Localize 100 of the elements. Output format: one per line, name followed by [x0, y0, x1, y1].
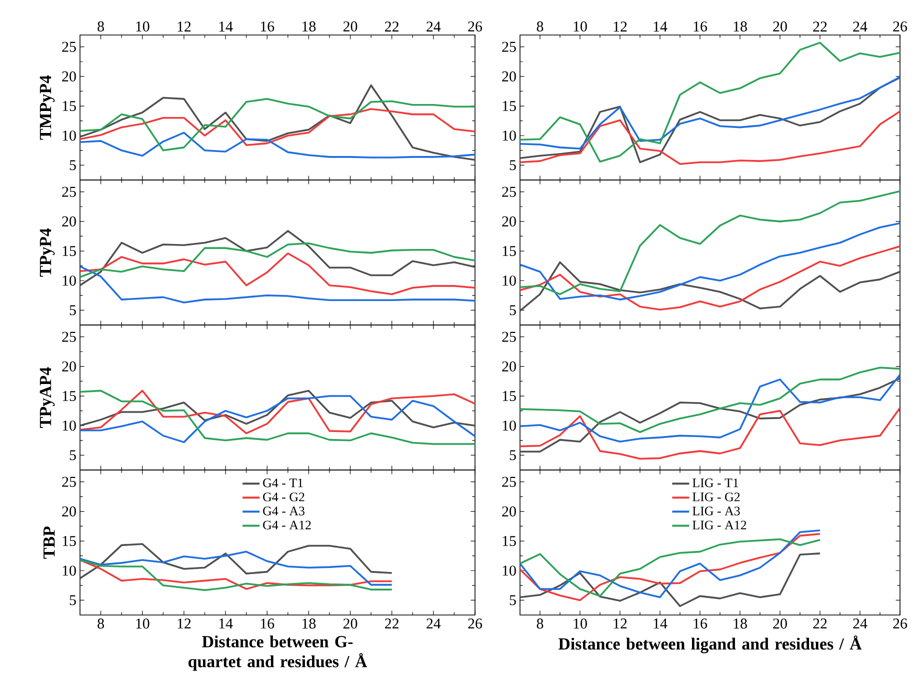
y-tick-label: 20 [62, 361, 76, 372]
x-tick-label: 12 [178, 22, 191, 32]
line-series [80, 550, 393, 586]
legend-label: LIG - G2 [692, 492, 740, 502]
y-tick-label: 20 [502, 361, 516, 372]
x-tick-label: 20 [773, 618, 787, 629]
y-tick-label: 10 [502, 276, 516, 286]
line-series [520, 42, 900, 163]
y-tick-label: 25 [502, 476, 516, 487]
x-tick-label: 8 [536, 618, 544, 629]
line-series [80, 84, 476, 161]
y-tick-label: 15 [62, 246, 76, 256]
y-tick-label: 25 [502, 42, 516, 52]
x-tick-label: 22 [385, 22, 398, 32]
legend-label: LIG - A12 [692, 520, 746, 530]
x-tick-label: 24 [426, 22, 441, 32]
line-series [80, 98, 476, 152]
y-tick-label: 20 [62, 506, 76, 516]
x-tick-label: 10 [136, 21, 150, 32]
y-tick-label: 25 [62, 476, 76, 487]
x-tick-label: 16 [694, 618, 708, 629]
y-tick-label: 10 [502, 566, 516, 576]
line-series [520, 190, 900, 296]
y-tick-label: 20 [502, 506, 516, 516]
x-axis-title: Distance between G-quartet and residues / Å [188, 635, 368, 671]
x-tick-label: 8 [536, 21, 544, 32]
x-tick-label: 24 [426, 618, 441, 628]
x-tick-label: 14 [654, 618, 668, 628]
y-tick-label: 15 [502, 391, 516, 402]
line-series [520, 222, 900, 300]
y-tick-label: 20 [502, 216, 516, 226]
y-tick-label: 5 [70, 305, 76, 316]
y-tick-label: 5 [510, 160, 516, 170]
y-axis-title: TPyAP4 [40, 367, 55, 428]
y-tick-label: 10 [62, 420, 76, 431]
line-series [520, 76, 900, 150]
x-tick-label: 26 [468, 618, 482, 629]
x-tick-label: 8 [98, 618, 104, 629]
x-tick-label: 20 [773, 21, 787, 32]
line-series [80, 543, 393, 580]
line-series [80, 252, 476, 296]
x-tick-label: 10 [136, 618, 150, 629]
y-tick-label: 15 [62, 536, 76, 546]
x-tick-label: 22 [385, 618, 398, 628]
line-series [520, 76, 900, 164]
y-tick-label: 10 [502, 420, 516, 431]
y-tick-label: 20 [62, 216, 76, 226]
legend-label: G4 - T1 [263, 478, 303, 488]
x-tick-label: 26 [893, 618, 908, 629]
y-tick-label: 15 [502, 246, 516, 256]
y-axis-title: TMPyP4 [40, 75, 55, 140]
x-tick-label: 18 [734, 21, 747, 32]
y-tick-label: 15 [62, 391, 76, 402]
line-series [520, 374, 900, 442]
x-tick-label: 22 [813, 618, 827, 628]
y-tick-label: 10 [62, 566, 76, 576]
x-tick-label: 24 [853, 618, 868, 628]
y-tick-label: 5 [510, 305, 516, 316]
line-series [80, 242, 476, 278]
y-tick-label: 25 [62, 186, 76, 197]
y-tick-label: 25 [62, 42, 76, 52]
legend-label: LIG - A3 [692, 506, 740, 516]
y-tick-label: 10 [62, 130, 76, 141]
x-tick-label: 14 [219, 618, 233, 628]
line-series [80, 132, 476, 158]
x-tick-label: 12 [614, 22, 627, 32]
y-tick-label: 25 [502, 186, 516, 197]
y-tick-label: 25 [62, 332, 76, 342]
x-tick-label: 12 [178, 618, 191, 628]
line-series [520, 552, 821, 608]
y-tick-label: 5 [510, 595, 516, 606]
y-tick-label: 10 [502, 130, 516, 141]
x-tick-label: 20 [343, 618, 358, 629]
y-tick-label: 5 [70, 450, 76, 460]
x-tick-label: 18 [302, 618, 316, 629]
legend-label: G4 - G2 [263, 492, 304, 502]
x-tick-label: 22 [813, 22, 827, 32]
line-series [520, 261, 900, 312]
x-tick-label: 14 [219, 22, 233, 32]
y-tick-label: 25 [502, 332, 516, 342]
x-tick-label: 18 [302, 21, 316, 32]
y-tick-label: 15 [62, 101, 76, 112]
y-axis-title: TBP [44, 526, 55, 559]
y-tick-label: 20 [502, 71, 516, 82]
x-tick-label: 24 [853, 22, 868, 32]
x-tick-label: 16 [260, 21, 274, 32]
y-tick-label: 15 [502, 536, 516, 546]
y-tick-label: 10 [62, 276, 76, 286]
x-tick-label: 10 [574, 618, 587, 629]
x-tick-label: 18 [734, 618, 747, 629]
legend-label: G4 - A12 [263, 520, 311, 530]
y-tick-label: 15 [502, 101, 516, 112]
line-series [520, 366, 900, 434]
x-tick-label: 12 [614, 618, 627, 628]
line-series [80, 230, 476, 286]
x-tick-label: 26 [893, 21, 908, 32]
x-tick-label: 10 [574, 21, 587, 32]
y-tick-label: 5 [70, 160, 76, 170]
line-series [80, 108, 476, 146]
line-series [520, 377, 900, 453]
